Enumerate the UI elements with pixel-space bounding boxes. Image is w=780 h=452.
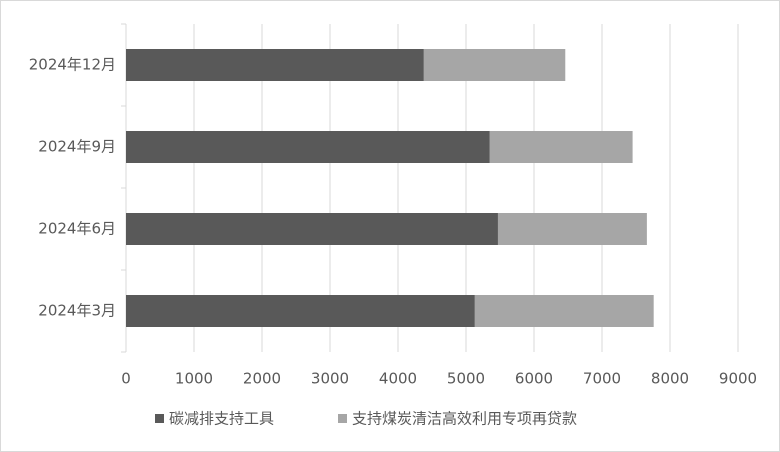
bar-segment bbox=[126, 295, 475, 327]
x-tick-label: 0 bbox=[121, 370, 131, 388]
bar-segment bbox=[126, 49, 424, 81]
y-tick-label: 2024年3月 bbox=[38, 302, 116, 320]
legend-swatch bbox=[155, 414, 164, 423]
bar-segment bbox=[423, 49, 566, 81]
bar-segment bbox=[126, 213, 498, 245]
bar-segment bbox=[474, 295, 654, 327]
bar-segment bbox=[489, 131, 633, 163]
x-tick-label: 9000 bbox=[719, 370, 757, 388]
x-tick-label: 6000 bbox=[515, 370, 553, 388]
bar-segment bbox=[126, 131, 490, 163]
y-tick-label: 2024年12月 bbox=[29, 56, 116, 74]
x-tick-label: 5000 bbox=[447, 370, 485, 388]
x-tick-label: 2000 bbox=[243, 370, 281, 388]
y-tick-label: 2024年6月 bbox=[38, 220, 116, 238]
bar-segment bbox=[497, 213, 647, 245]
y-tick-label: 2024年9月 bbox=[38, 138, 116, 156]
x-tick-label: 1000 bbox=[175, 370, 213, 388]
x-tick-label: 7000 bbox=[583, 370, 621, 388]
legend-swatch bbox=[338, 414, 347, 423]
legend-label: 支持煤炭清洁高效利用专项再贷款 bbox=[352, 410, 577, 428]
x-tick-label: 3000 bbox=[311, 370, 349, 388]
x-tick-label: 4000 bbox=[379, 370, 417, 388]
x-tick-label: 8000 bbox=[651, 370, 689, 388]
legend-label: 碳减排支持工具 bbox=[169, 410, 274, 428]
